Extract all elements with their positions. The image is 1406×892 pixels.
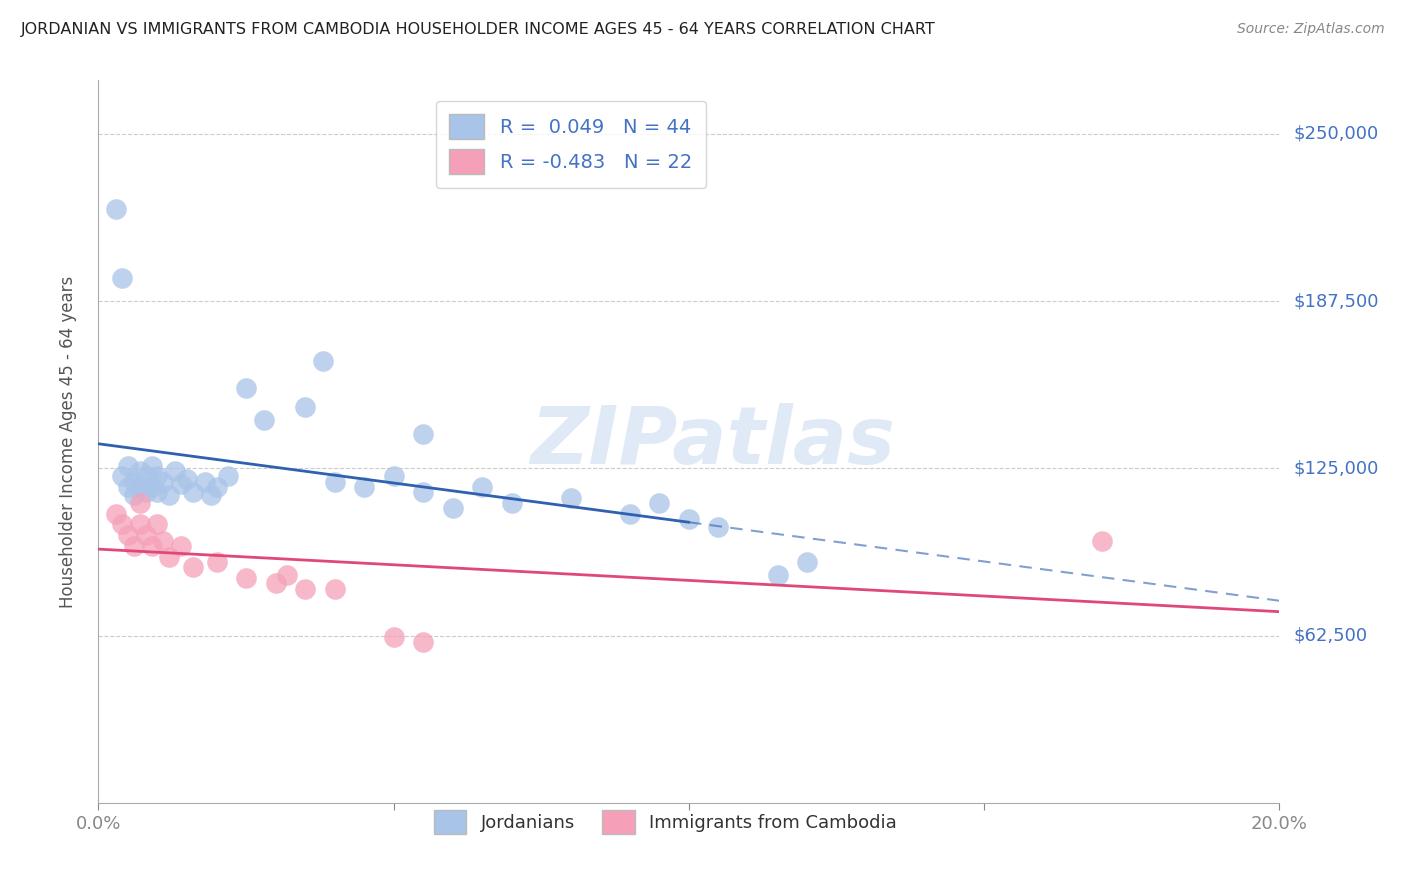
Point [146,469,169,483]
Legend: Jordanians, Immigrants from Cambodia: Jordanians, Immigrants from Cambodia [426,803,904,841]
Point [141,458,163,473]
Point [796,555,818,569]
Point [170,539,193,553]
Point [117,480,139,494]
Point [105,507,128,521]
Point [294,582,316,596]
Point [501,496,523,510]
Point [122,539,145,553]
Text: $187,500: $187,500 [1294,292,1379,310]
Point [294,400,316,414]
Point [170,477,193,491]
Point [382,630,405,644]
Point [412,485,434,500]
Point [135,528,157,542]
Point [181,485,204,500]
Point [353,480,375,494]
Point [471,480,494,494]
Y-axis label: Householder Income Ages 45 - 64 years: Householder Income Ages 45 - 64 years [59,276,77,607]
Point [128,464,150,478]
Point [264,576,287,591]
Point [117,528,139,542]
Point [152,533,174,548]
Point [128,480,150,494]
Point [560,491,582,505]
Point [176,472,198,486]
Point [157,488,180,502]
Point [128,496,150,510]
Point [1091,533,1114,548]
Point [146,485,169,500]
Point [312,354,335,368]
Point [619,507,641,521]
Point [141,480,163,494]
Point [181,560,204,574]
Point [105,202,128,216]
Text: Source: ZipAtlas.com: Source: ZipAtlas.com [1237,22,1385,37]
Text: JORDANIAN VS IMMIGRANTS FROM CAMBODIA HOUSEHOLDER INCOME AGES 45 - 64 YEARS CORR: JORDANIAN VS IMMIGRANTS FROM CAMBODIA HO… [21,22,936,37]
Point [648,496,671,510]
Point [128,517,150,532]
Point [200,488,222,502]
Point [678,512,700,526]
Point [194,475,217,489]
Point [146,517,169,532]
Point [117,458,139,473]
Point [157,549,180,564]
Point [122,475,145,489]
Point [135,469,157,483]
Point [141,539,163,553]
Text: ZIPatlas: ZIPatlas [530,402,896,481]
Point [217,469,239,483]
Point [412,426,434,441]
Text: $125,000: $125,000 [1294,459,1379,477]
Point [235,381,257,395]
Point [135,485,157,500]
Point [766,568,789,582]
Point [152,475,174,489]
Point [111,271,134,285]
Point [276,568,298,582]
Point [412,635,434,649]
Point [165,464,187,478]
Point [382,469,405,483]
Point [441,501,464,516]
Point [707,520,730,534]
Point [111,517,134,532]
Point [122,488,145,502]
Point [111,469,134,483]
Point [253,413,276,427]
Point [323,475,346,489]
Text: $62,500: $62,500 [1294,626,1368,645]
Point [205,480,228,494]
Point [235,571,257,585]
Text: $250,000: $250,000 [1294,125,1379,143]
Point [205,555,228,569]
Point [323,582,346,596]
